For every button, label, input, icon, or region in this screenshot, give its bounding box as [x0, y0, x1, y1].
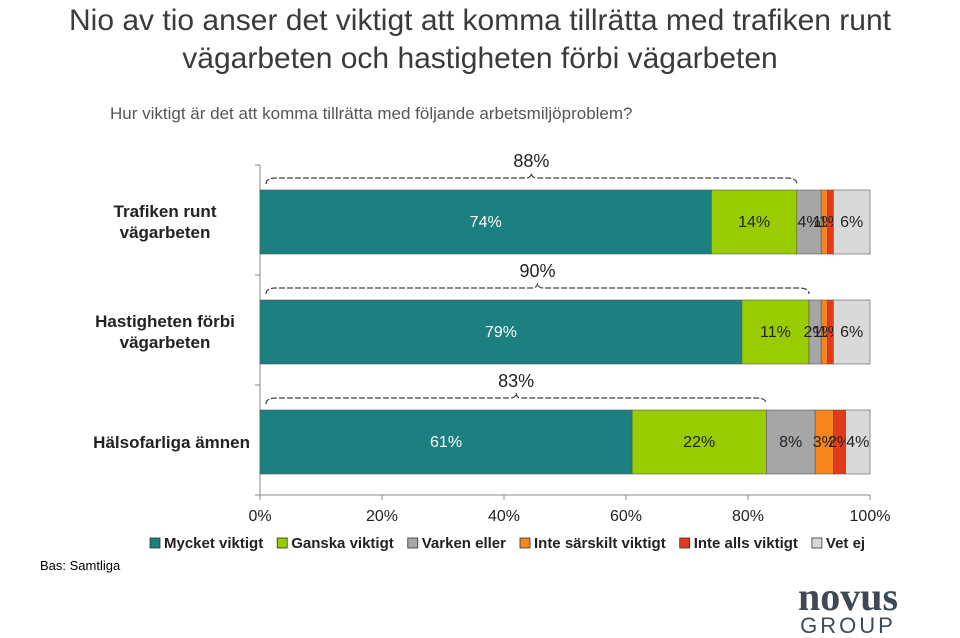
bracket — [265, 282, 810, 295]
legend-label: Mycket viktigt — [164, 535, 263, 552]
bar-segment — [833, 299, 871, 365]
legend-label: Vet ej — [826, 535, 865, 552]
x-tick-label: 60% — [610, 508, 642, 525]
chart-title: Nio av tio anser det viktigt att komma t… — [69, 4, 891, 75]
category-text: Hälsofarliga ämnen — [93, 432, 250, 452]
annotation: 90% — [519, 261, 555, 281]
category-label: Hastigheten förbi vägarbeten — [10, 300, 250, 364]
value-label: 3% — [813, 434, 836, 451]
annotation: 88% — [513, 151, 549, 171]
legend-swatch — [679, 537, 691, 549]
value-label: 6% — [840, 214, 863, 231]
value-label: 61% — [430, 434, 462, 451]
value-label: 8% — [779, 434, 802, 451]
x-tick-label: 0% — [248, 508, 271, 525]
bar-segment — [711, 189, 798, 255]
bar-segment — [631, 409, 767, 475]
legend-swatch — [811, 537, 823, 549]
value-label: 2% — [828, 434, 851, 451]
bar-segment — [259, 409, 633, 475]
value-label: 14% — [738, 214, 770, 231]
bracket — [265, 392, 767, 405]
value-label: 4% — [846, 434, 869, 451]
legend-label: Ganska viktigt — [291, 535, 394, 552]
value-label: 79% — [485, 324, 517, 341]
value-label: 6% — [840, 324, 863, 341]
x-tick-label: 40% — [488, 508, 520, 525]
chart-subtitle: Hur viktigt är det att komma tillrätta m… — [110, 104, 633, 123]
value-label: 22% — [683, 434, 715, 451]
legend-swatch — [407, 537, 419, 549]
legend-swatch — [276, 537, 288, 549]
annotation: 83% — [498, 371, 534, 391]
category-text: Trafiken runt vägarbeten — [113, 202, 217, 242]
bar-segment — [765, 409, 816, 475]
legend-swatch — [149, 537, 161, 549]
x-tick-label: 20% — [366, 508, 398, 525]
x-tick-label: 100% — [850, 508, 891, 525]
logo-name: novus — [798, 574, 898, 619]
legend-label: Inte alls viktigt — [694, 535, 798, 552]
bar-segment — [259, 299, 743, 365]
x-tick-label: 80% — [732, 508, 764, 525]
footnote: Bas: Samtliga — [40, 558, 121, 573]
bar-segment — [833, 189, 871, 255]
category-text: Hastigheten förbi vägarbeten — [95, 312, 235, 352]
value-label: 11% — [760, 324, 791, 341]
bar-segment — [845, 409, 871, 475]
bar-segment — [741, 299, 810, 365]
bar-segment — [796, 189, 822, 255]
legend-label: Inte särskilt viktigt — [534, 535, 666, 552]
category-label: Trafiken runt vägarbeten — [10, 190, 250, 254]
logo-group: GROUP — [800, 613, 896, 638]
legend-swatch — [519, 537, 531, 549]
value-label: 2% — [804, 324, 827, 341]
bar-segment — [259, 189, 712, 255]
category-label: Hälsofarliga ämnen — [10, 410, 250, 474]
value-label: 4% — [797, 214, 820, 231]
value-label: 74% — [470, 214, 502, 231]
bracket — [265, 172, 798, 185]
legend-label: Varken eller — [422, 535, 506, 552]
